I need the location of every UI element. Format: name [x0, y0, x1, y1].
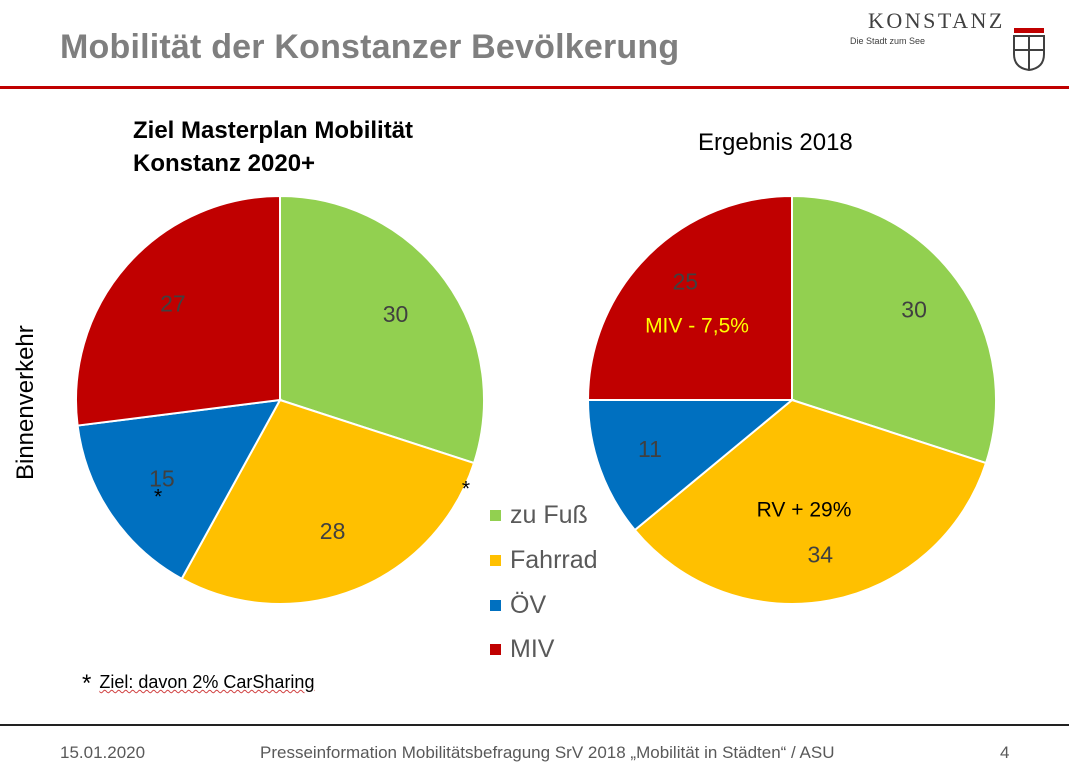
legend-swatch: [490, 643, 501, 655]
pie-slice: [279, 194, 485, 465]
legend-swatch: [490, 554, 501, 566]
data-label: 30: [901, 296, 927, 322]
data-label: 11: [638, 436, 662, 462]
chart2-title: Ergebnis 2018: [698, 129, 853, 156]
pie-slice: [76, 398, 282, 581]
pie-slice: [180, 398, 476, 605]
legend-item: zu Fuß: [490, 500, 588, 530]
pie-slice: [633, 398, 988, 605]
data-label: 15: [149, 465, 175, 491]
chart1-title: Ziel Masterplan Mobilität Konstanz 2020+: [133, 114, 513, 180]
pie-slice: [791, 194, 997, 465]
footer-source: Presseinformation Mobilitätsbefragung Sr…: [260, 743, 835, 762]
legend-label: Fahrrad: [510, 545, 598, 574]
title-divider: [0, 86, 1069, 89]
legend-item: ÖV: [490, 590, 546, 620]
logo-tagline: Die Stadt zum See: [850, 36, 926, 46]
footer-divider: [0, 724, 1069, 726]
page-title: Mobilität der Konstanzer Bevölkerung: [60, 28, 680, 66]
legend-item: MIV: [490, 634, 554, 664]
legend-label: zu Fuß: [510, 500, 588, 529]
legend-swatch: [490, 599, 501, 611]
chart1-title-line: Ziel Masterplan Mobilität: [133, 117, 414, 144]
logo-name: KONSTANZ: [868, 8, 1005, 33]
chart1-title-line: Konstanz 2020+: [133, 150, 316, 177]
data-label: 27: [160, 291, 186, 317]
footnote-star: *: [82, 670, 92, 697]
data-label: 25: [673, 268, 699, 294]
footnote: * Ziel: davon 2% CarSharing: [82, 670, 314, 698]
legend-item: Fahrrad: [490, 545, 598, 575]
legend-label: MIV: [510, 634, 555, 663]
data-label: 28: [320, 518, 346, 544]
data-label: 34: [808, 541, 834, 567]
crest-icon: [1013, 28, 1045, 72]
pie-slice: [75, 194, 281, 427]
annotation-miv-change: MIV - 7,5%: [645, 315, 749, 338]
annotation-asterisk: *: [154, 486, 162, 509]
page-number: 4: [1000, 743, 1010, 762]
footnote-text: Ziel: davon 2% CarSharing: [99, 672, 315, 692]
legend-label: ÖV: [510, 590, 547, 619]
pie-slice: [586, 194, 793, 401]
footer-date: 15.01.2020: [60, 743, 146, 762]
pie-slice: [586, 399, 795, 532]
data-label: 30: [383, 301, 409, 327]
legend-swatch: [490, 509, 501, 521]
annotation-rv-change: RV + 29%: [757, 499, 852, 522]
annotation-asterisk: *: [462, 478, 470, 501]
